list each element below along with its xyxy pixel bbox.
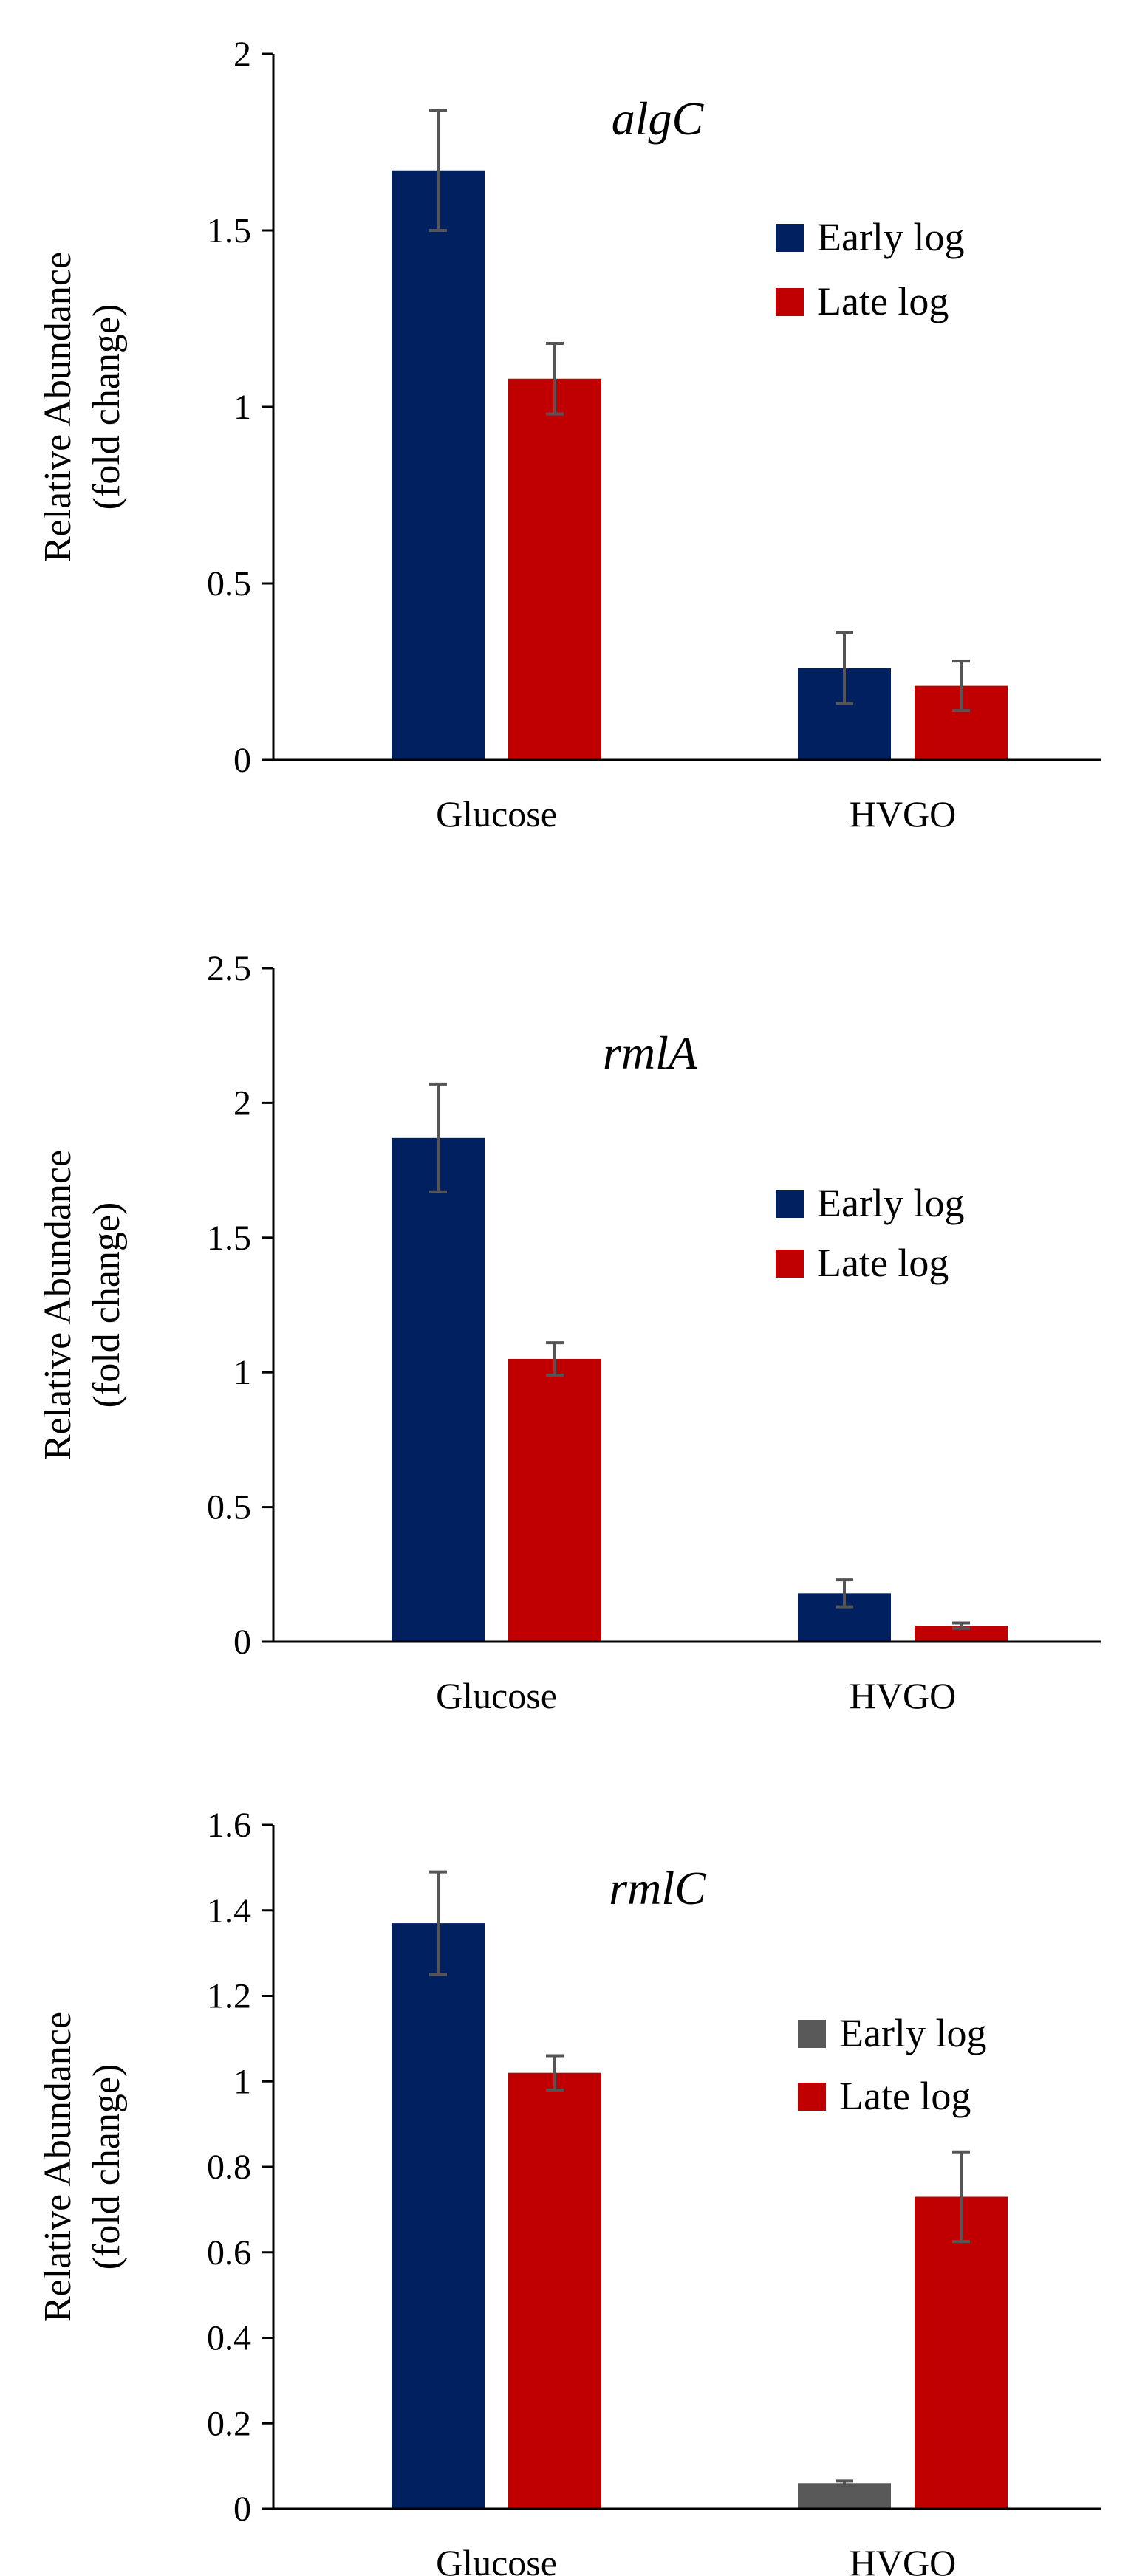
y-tick-label: 2	[233, 35, 251, 74]
y-tick-label: 0	[233, 1623, 251, 1662]
legend-swatch	[776, 288, 804, 316]
chart-title: rmlC	[609, 1862, 707, 1914]
y-tick-label: 0.6	[207, 2233, 251, 2272]
error-bar-late-log-glucose	[546, 2054, 564, 2092]
error-bar-early-log-hvgo	[836, 631, 853, 705]
y-tick-label: 1.5	[207, 211, 251, 250]
bar-late-log-hvgo	[915, 2196, 1008, 2509]
y-tick-label: 0.5	[207, 564, 251, 603]
legend-label: Early log	[817, 215, 964, 259]
y-tick-label: 2.5	[207, 949, 251, 988]
bar-late-log-glucose	[508, 1358, 601, 1642]
y-tick-label: 1.2	[207, 1977, 251, 2016]
y-axis-label: Relative Abundance (fold change)	[37, 2012, 128, 2322]
chart-rmlc: 0 0.2 0.4 0.6 0.8 1 1.2 1.4 1.6 Glucose HVGO Relati…	[37, 1806, 1101, 2576]
error-bar-early-log-glucose	[429, 1082, 447, 1193]
y-tick-label: 0.2	[207, 2404, 251, 2443]
y-tick-label: 0.8	[207, 2148, 251, 2187]
x-category-label: HVGO	[850, 1675, 956, 1716]
error-bar-late-log-hvgo	[952, 1621, 970, 1630]
bar-late-log-glucose	[508, 378, 601, 760]
y-axis-label: Relative Abundance (fold change)	[37, 1150, 128, 1460]
chart-rmla: 0 0.5 1 1.5 2 2.5 Glucose HVGO Relative Abundanc…	[37, 949, 1101, 1716]
legend-item-early-log: Early log	[776, 1181, 964, 1225]
bar-early-log-glucose	[392, 170, 485, 761]
error-bar-early-log-hvgo	[836, 1578, 853, 1609]
legend-swatch	[798, 2083, 826, 2111]
y-axis-label: Relative Abundance (fold change)	[37, 252, 128, 562]
x-category-label: HVGO	[850, 2542, 956, 2576]
legend-label: Early log	[839, 2011, 986, 2055]
y-tick-label: 1	[233, 2062, 251, 2101]
legend-swatch	[776, 1250, 804, 1278]
legend-label: Late log	[839, 2074, 971, 2118]
legend-item-early-log: Early log	[776, 215, 964, 259]
legend-item-late-log: Late log	[776, 1241, 949, 1285]
y-tick-label: 1	[233, 388, 251, 427]
chart-title: algC	[612, 92, 705, 145]
y-tick-label: 0.5	[207, 1488, 251, 1527]
y-tick-label: 1	[233, 1353, 251, 1392]
legend-swatch	[798, 2020, 826, 2048]
y-tick-label: 1.6	[207, 1806, 251, 1845]
error-bar-early-log-hvgo	[836, 2479, 853, 2487]
y-tick-label: 1.5	[207, 1219, 251, 1258]
y-tick-label: 2	[233, 1083, 251, 1123]
error-bar-late-log-hvgo	[952, 660, 970, 713]
bar-early-log-hvgo	[798, 2483, 891, 2509]
x-category-label: Glucose	[436, 1675, 557, 1716]
legend-swatch	[776, 224, 804, 252]
chart-title: rmlA	[603, 1027, 698, 1079]
y-tick-label: 0	[233, 2490, 251, 2529]
x-category-label: HVGO	[850, 793, 956, 835]
x-category-label: Glucose	[436, 793, 557, 835]
y-tick-label: 0	[233, 741, 251, 780]
legend-label: Late log	[817, 1241, 949, 1285]
error-bar-late-log-glucose	[546, 1341, 564, 1377]
bar-late-log-glucose	[508, 2072, 601, 2509]
error-bar-late-log-hvgo	[952, 2150, 970, 2244]
y-tick-label: 0.4	[207, 2319, 251, 2358]
x-category-label: Glucose	[436, 2542, 557, 2576]
legend-item-late-log: Late log	[776, 279, 949, 323]
bar-late-log-hvgo	[915, 1626, 1008, 1642]
error-bar-early-log-glucose	[429, 109, 447, 232]
legend-item-early-log: Early log	[798, 2011, 986, 2055]
chart-algc: 0 0.5 1 1.5 2 Glucose HVGO Relative Abundance (f…	[37, 35, 1101, 835]
legend-label: Late log	[817, 279, 949, 323]
bar-early-log-glucose	[392, 1137, 485, 1642]
legend-label: Early log	[817, 1181, 964, 1225]
legend-swatch	[776, 1190, 804, 1218]
bar-early-log-glucose	[392, 1923, 485, 2509]
legend-item-late-log: Late log	[798, 2074, 971, 2118]
error-bar-late-log-glucose	[546, 341, 564, 416]
error-bar-early-log-glucose	[429, 1870, 447, 1976]
y-tick-label: 1.4	[207, 1891, 251, 1931]
